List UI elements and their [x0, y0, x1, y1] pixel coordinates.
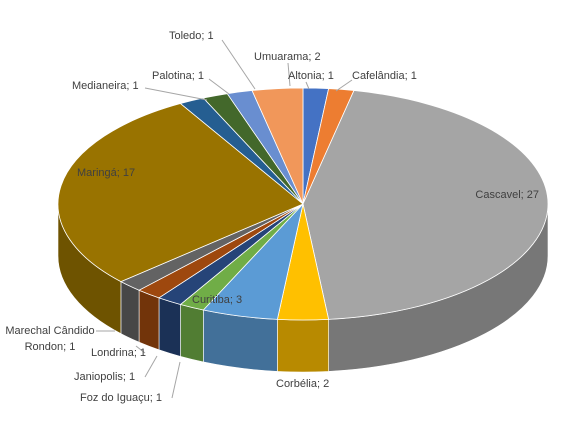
- data-label: Umuarama; 2: [254, 51, 321, 63]
- data-label: Corbélia; 2: [276, 378, 329, 390]
- data-label: Janiopolis; 1: [74, 371, 135, 383]
- leader-line: [287, 62, 291, 87]
- data-label: Londrina; 1: [91, 347, 146, 359]
- data-label: Foz do Iguaçu; 1: [80, 392, 162, 404]
- leader-line: [144, 355, 158, 378]
- leader-line: [335, 79, 353, 92]
- slice: [251, 87, 304, 205]
- slice-side: [277, 319, 329, 373]
- data-label: Altonia; 1: [288, 70, 334, 82]
- data-label: Palotina; 1: [152, 70, 204, 82]
- side-walls: [57, 203, 549, 373]
- data-label: Medianeira; 1: [72, 80, 139, 92]
- data-label: Marechal Cândido Rondon; 1: [5, 325, 94, 353]
- leader-line: [221, 39, 256, 90]
- data-label: Curitiba; 3: [192, 294, 242, 306]
- slice-side: [203, 309, 278, 372]
- data-label: Cafelândia; 1: [352, 70, 417, 82]
- slice: [57, 103, 304, 283]
- slice-side: [138, 289, 160, 351]
- leader-line: [305, 81, 310, 90]
- slice-side: [158, 297, 181, 357]
- leader-line: [171, 361, 181, 399]
- data-label: Maringá; 17: [77, 167, 135, 179]
- slice-side: [120, 281, 140, 343]
- top-faces: [57, 87, 549, 321]
- leader-line: [135, 345, 146, 354]
- slice-side: [180, 304, 204, 363]
- data-label: Toledo; 1: [169, 30, 214, 42]
- leader-line: [144, 87, 208, 101]
- slice: [302, 90, 549, 320]
- leader-line: [208, 78, 230, 95]
- data-label: Cascavel; 27: [475, 189, 539, 201]
